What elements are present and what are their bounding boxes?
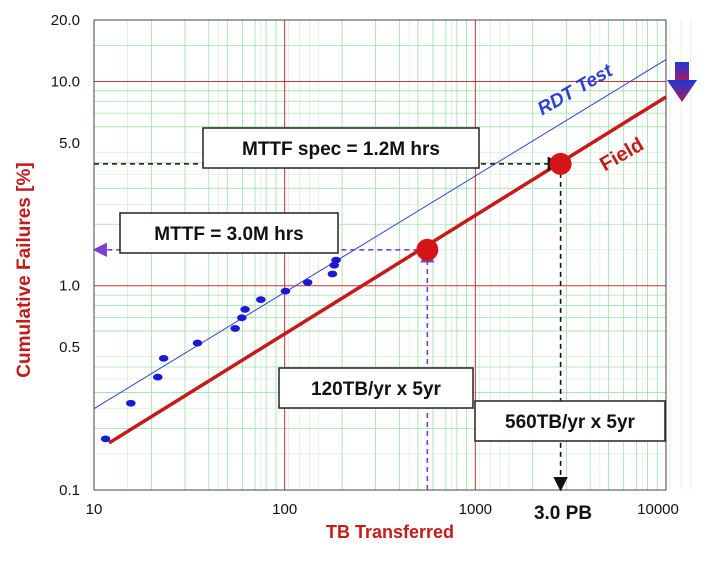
- rdt-fit-line: [93, 59, 667, 410]
- data-point: [230, 325, 240, 332]
- down-arrow-icon: [667, 62, 697, 102]
- y-axis-title: Cumulative Failures [%]: [14, 162, 35, 377]
- data-point: [192, 339, 203, 347]
- y-tick-label: 10.0: [51, 73, 80, 90]
- highlight-point: [549, 152, 572, 175]
- highlight-point: [416, 238, 439, 261]
- rate120-label: 120TB/yr x 5yr: [311, 379, 442, 400]
- data-point: [100, 435, 111, 443]
- data-point: [280, 287, 291, 295]
- data-point: [331, 256, 341, 264]
- data-point: [126, 399, 136, 407]
- y-tick-label: 20.0: [51, 12, 80, 29]
- x-tick-label: 10000: [637, 501, 679, 518]
- highlights-layer: [416, 152, 572, 261]
- rate120-box: 120TB/yr x 5yr: [278, 367, 474, 409]
- x-axis-title: TB Transferred: [326, 522, 454, 542]
- y-tick-label: 5.0: [59, 135, 80, 152]
- data-point: [327, 270, 338, 278]
- y-tick-labels: 0.1 0.5 1.0 5.0 10.0 20.0: [51, 12, 80, 499]
- rate560-box: 560TB/yr x 5yr: [474, 400, 666, 442]
- series-layer: [93, 59, 667, 445]
- data-point: [158, 354, 169, 362]
- y-tick-label: 0.1: [59, 482, 80, 499]
- data-point: [237, 314, 247, 322]
- rate560-label: 560TB/yr x 5yr: [505, 412, 636, 433]
- y-tick-label: 1.0: [59, 278, 80, 295]
- mttf-box: MTTF = 3.0M hrs: [119, 212, 339, 254]
- y-tick-label: 0.5: [59, 339, 80, 356]
- mttf-spec-box: MTTF spec = 1.2M hrs: [202, 127, 480, 169]
- x-tick-label: 1000: [459, 501, 492, 518]
- field-fit-line: [108, 95, 667, 445]
- x-tick-labels: 10 100 1000 10000: [86, 501, 679, 518]
- pb-label: 3.0 PB: [534, 503, 592, 524]
- x-tick-label: 100: [272, 501, 297, 518]
- mttf-label: MTTF = 3.0M hrs: [154, 224, 303, 245]
- data-point: [256, 296, 266, 304]
- data-point: [302, 279, 313, 286]
- data-point: [240, 305, 250, 313]
- points-layer: [100, 256, 341, 443]
- mttf-spec-label: MTTF spec = 1.2M hrs: [242, 139, 440, 160]
- data-point: [152, 373, 163, 381]
- x-tick-label: 10: [86, 501, 103, 518]
- grid-major: [94, 20, 666, 490]
